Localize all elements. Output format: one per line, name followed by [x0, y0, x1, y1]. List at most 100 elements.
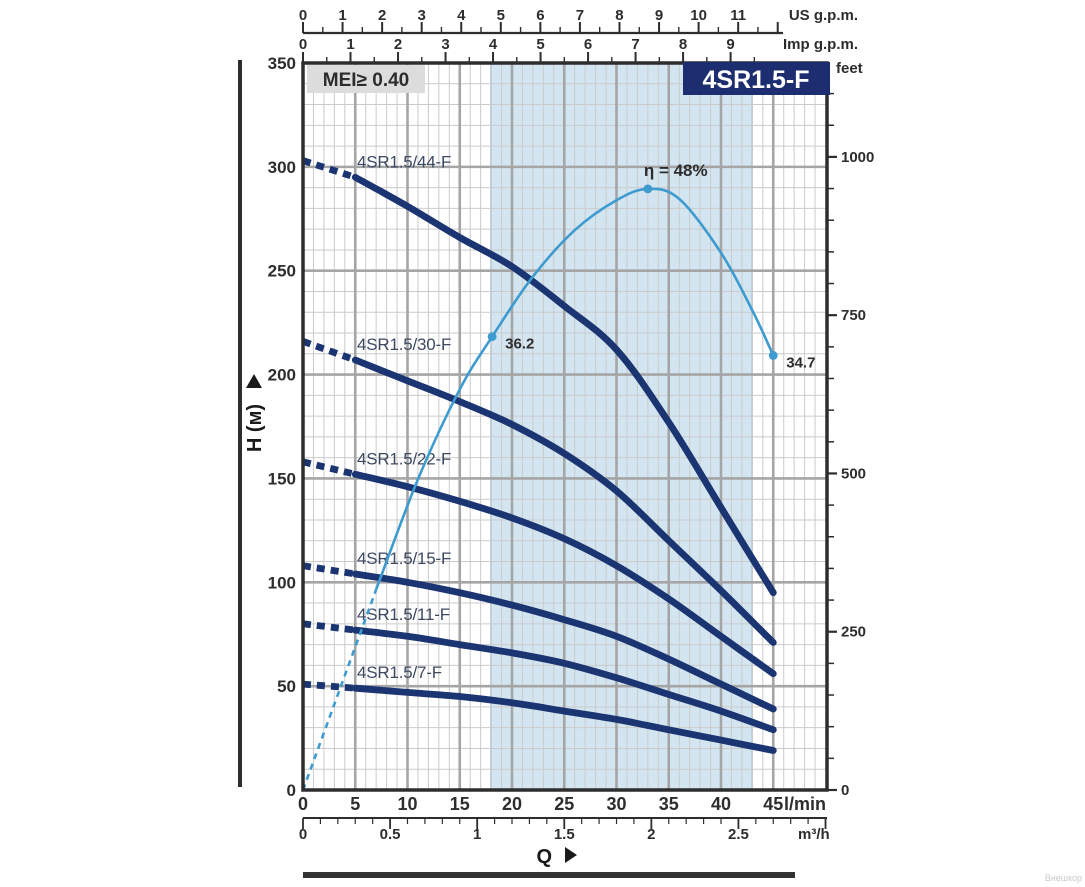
- lmin-tick-label: 10: [397, 794, 417, 814]
- us-gpm-tick-label: 8: [615, 7, 623, 24]
- us-gpm-tick-label: 0: [299, 7, 307, 24]
- pump-curve: [351, 570, 777, 713]
- q-axis-title: Q: [536, 846, 552, 868]
- lmin-tick-label: 45: [763, 794, 783, 814]
- mei-label: MEI≥ 0.40: [323, 70, 409, 91]
- up-arrow-icon: [246, 374, 262, 388]
- pump-curve-dashed-head: [301, 338, 357, 364]
- lmin-tick-label: 5: [350, 794, 360, 814]
- h-axis-bar: [238, 60, 242, 787]
- pump-curve-dashed-head: [302, 562, 356, 578]
- head-tick-label: 0: [287, 781, 296, 800]
- pump-curve: [351, 684, 777, 754]
- lmin-tick-label: 30: [606, 794, 626, 814]
- mei-box: MEI≥ 0.40: [307, 65, 425, 93]
- m3h-tick-label: 0.5: [380, 826, 401, 843]
- efficiency-marker-label: 36.2: [505, 336, 534, 353]
- us-gpm-unit-label: US g.p.m.: [789, 7, 858, 24]
- us-gpm-tick-label: 5: [497, 7, 505, 24]
- imp-gpm-tick-label: 5: [536, 36, 544, 53]
- grid-lines: [303, 63, 827, 790]
- head-tick-label: 150: [268, 469, 296, 488]
- us-gpm-tick-label: 2: [378, 7, 386, 24]
- imp-gpm-unit-label: Imp g.p.m.: [783, 36, 858, 53]
- imp-gpm-tick-label: 0: [299, 36, 307, 53]
- pump-curve: [351, 356, 777, 646]
- pump-curve-name-label: 4SR1.5/22-F: [357, 449, 451, 468]
- head-tick-label: 50: [277, 677, 296, 696]
- us-gpm-tick-label: 3: [418, 7, 426, 24]
- efficiency-marker-dot: [768, 351, 778, 360]
- head-tick-label: 250: [268, 262, 296, 281]
- lmin-tick-label: 25: [554, 794, 574, 814]
- pump-curve: [351, 626, 777, 734]
- m3h-unit-label: m³/h: [798, 826, 830, 843]
- pump-curve-dashed-head: [301, 157, 357, 181]
- efficiency-marker-dot: [487, 332, 497, 342]
- pump-curves: 4SR1.5/44-F 4SR1.5/30-F 4SR1.5/22-F 4SR1.5/…: [301, 152, 777, 754]
- axes: 0 1 2 3 4 5 6 7 8 9 10 110 1 2 3 4 5 6 7 8 90250500750100005…: [268, 7, 875, 843]
- head-tick-label: 350: [268, 54, 296, 73]
- lmin-tick-label: 0: [298, 794, 308, 814]
- bottom-rule: [303, 872, 795, 878]
- feet-unit-label: feet: [836, 60, 863, 77]
- pump-curve-name-label: 4SR1.5/15-F: [357, 549, 451, 568]
- lmin-unit-label: l/min: [784, 794, 826, 814]
- lmin-tick-label: 15: [450, 794, 470, 814]
- m3h-tick-label: 1: [473, 826, 481, 843]
- feet-tick-label: 250: [841, 624, 866, 641]
- m3h-tick-label: 2: [647, 826, 655, 843]
- pump-curve-name-label: 4SR1.5/7-F: [357, 663, 442, 682]
- efficiency-marker-dot: [643, 184, 653, 194]
- watermark-text: Внешкор: [1045, 873, 1082, 883]
- imp-gpm-tick-label: 4: [489, 36, 498, 53]
- pump-curve-name-label: 4SR1.5/30-F: [357, 335, 451, 354]
- imp-gpm-tick-label: 2: [394, 36, 402, 53]
- head-tick-label: 100: [268, 573, 296, 592]
- us-gpm-tick-label: 11: [730, 7, 746, 24]
- head-tick-label: 300: [268, 158, 296, 177]
- efficiency-curve-line: [374, 187, 775, 591]
- feet-tick-label: 500: [841, 465, 866, 482]
- model-badge: 4SR1.5-F: [683, 62, 830, 95]
- efficiency-peak-label: η = 48%: [644, 161, 708, 180]
- pump-curve: [351, 470, 777, 678]
- imp-gpm-tick-label: 8: [679, 36, 687, 53]
- feet-tick-label: 0: [841, 782, 849, 799]
- plot-frame: [301, 61, 829, 792]
- us-gpm-tick-label: 1: [338, 7, 346, 24]
- model-badge-label: 4SR1.5-F: [703, 66, 810, 94]
- pump-curve-dashed-head: [302, 458, 357, 478]
- m3h-tick-label: 0: [299, 826, 307, 843]
- imp-gpm-tick-label: 3: [441, 36, 449, 53]
- m3h-tick-label: 1.5: [554, 826, 575, 843]
- imp-gpm-tick-label: 7: [631, 36, 639, 53]
- us-gpm-tick-label: 10: [690, 7, 707, 24]
- imp-gpm-tick-label: 6: [584, 36, 592, 53]
- feet-tick-label: 750: [841, 307, 866, 324]
- h-axis-title: H (м): [244, 404, 266, 452]
- imp-gpm-tick-label: 1: [346, 36, 354, 53]
- us-gpm-tick-label: 7: [576, 7, 584, 24]
- pump-curve-dashed-head: [302, 620, 356, 634]
- us-gpm-tick-label: 6: [536, 7, 544, 24]
- imp-gpm-tick-label: 9: [726, 36, 734, 53]
- lmin-tick-label: 35: [659, 794, 679, 814]
- head-tick-label: 200: [268, 366, 296, 385]
- pump-curve-name-label: 4SR1.5/44-F: [357, 152, 451, 171]
- efficiency-curve-dashed-head: [301, 589, 378, 791]
- right-arrow-icon: [565, 847, 577, 863]
- m3h-tick-label: 2.5: [728, 826, 749, 843]
- us-gpm-tick-label: 9: [655, 7, 663, 24]
- us-gpm-tick-label: 4: [457, 7, 466, 24]
- pump-curve-name-label: 4SR1.5/11-F: [357, 605, 450, 624]
- pump-curve: [351, 173, 777, 597]
- lmin-tick-label: 40: [711, 794, 731, 814]
- operating-range-band: [490, 62, 753, 791]
- efficiency-marker-label: 34.7: [786, 354, 815, 371]
- feet-tick-label: 1000: [841, 149, 874, 166]
- lmin-tick-label: 20: [502, 794, 522, 814]
- efficiency-curve: 36.2 η = 48% 34.7: [301, 161, 815, 791]
